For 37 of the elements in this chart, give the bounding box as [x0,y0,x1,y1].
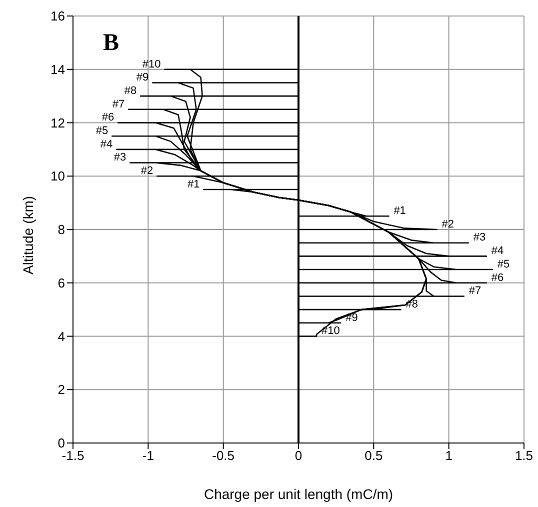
text: #6 [491,272,504,284]
x-axis-title: Charge per unit length (mC/m) [204,486,394,502]
x-tick-label: -1.5 [62,448,84,464]
x-tick-label: 0.5 [364,448,383,464]
series-label: #7 [112,98,125,110]
y-tick-label: 10 [50,168,65,184]
y-axis-title: Altitude (km) [20,196,36,274]
series-label: #3 [114,152,126,164]
text: #4 [491,245,504,258]
series-label: #6 [102,112,114,124]
x-tick-label: 1.5 [514,448,534,464]
y-tick-label: 4 [58,328,65,344]
text: #1 [394,205,406,218]
x-tick-label: -0.5 [212,448,235,464]
text: #9 [136,72,149,84]
series-label: #10 [322,325,340,338]
x-tick-label: 1 [445,448,452,464]
y-tick-label: 6 [58,275,65,290]
y-tick-label: 16 [50,8,65,24]
text: #5 [497,258,510,270]
y-tick-label: 12 [50,115,65,130]
series-label: #1 [188,178,200,190]
text: #8 [124,84,137,97]
text: #3 [473,232,486,244]
text: #7 [468,285,482,298]
annotation: B [103,30,120,57]
series-label: #4 [100,138,113,150]
x-tick-label: -1 [142,448,154,464]
text: #2 [442,218,454,230]
y-tick-label: 2 [58,382,65,398]
series-label: #2 [140,165,154,178]
y-tick-label: 14 [50,62,65,77]
x-tick-label: 0 [294,448,302,464]
y-tick-label: 0 [58,436,65,451]
series-label: #5 [96,125,108,137]
y-tick-label: 8 [58,222,65,238]
text: #10 [142,58,161,70]
